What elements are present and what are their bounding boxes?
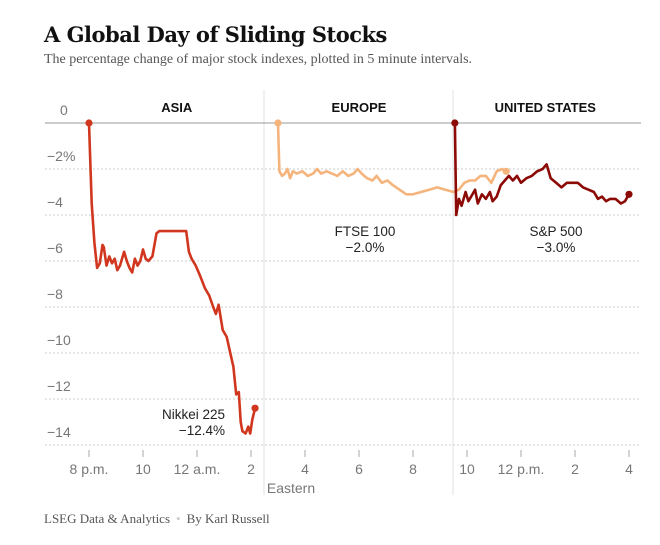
- series-end-dot: [251, 404, 259, 412]
- series-end-dot: [502, 167, 510, 175]
- chart-title: A Global Day of Sliding Stocks: [44, 22, 387, 47]
- series-start-dot: [274, 119, 282, 127]
- y-tick-label: −6: [47, 240, 63, 256]
- series-start-dot: [451, 119, 459, 127]
- chart-subtitle: The percentage change of major stock ind…: [44, 52, 473, 67]
- y-tick-label: −4: [47, 194, 63, 210]
- x-tick-label: 12 p.m.: [498, 461, 545, 477]
- series-final-value: −12.4%: [179, 423, 225, 438]
- x-tick-label: 2: [571, 461, 579, 477]
- x-axis-label: Eastern: [267, 480, 315, 496]
- series-end-dot: [625, 190, 633, 198]
- y-tick-label: −2%: [47, 148, 75, 164]
- series-line-s-p-500: [453, 122, 631, 217]
- series-start-dot: [85, 119, 93, 127]
- region-label: UNITED STATES: [495, 100, 597, 115]
- source-credit: LSEG Data & Analytics: [44, 511, 171, 526]
- series-line-ftse-100: [276, 122, 507, 196]
- series-final-value: −2.0%: [346, 240, 385, 255]
- footer: LSEG Data & Analytics • By Karl Russell: [44, 511, 270, 527]
- x-tick-label: 12 a.m.: [174, 461, 221, 477]
- x-tick-label: 10: [459, 461, 475, 477]
- region-label: EUROPE: [332, 100, 387, 115]
- x-tick-label: 8: [409, 461, 417, 477]
- x-tick-label: 8 p.m.: [70, 461, 109, 477]
- x-tick-label: 4: [301, 461, 309, 477]
- x-tick-label: 10: [135, 461, 151, 477]
- series-line-nikkei-225: [87, 122, 257, 435]
- y-tick-label: −12: [47, 378, 71, 394]
- x-tick-label: 2: [247, 461, 255, 477]
- y-tick-label: −10: [47, 332, 71, 348]
- x-tick-label: 6: [355, 461, 363, 477]
- series-label: S&P 500: [529, 224, 582, 239]
- y-tick-label: −14: [47, 424, 71, 440]
- series-final-value: −3.0%: [537, 240, 576, 255]
- x-tick-label: 4: [625, 461, 633, 477]
- series-label: Nikkei 225: [162, 407, 225, 422]
- y-tick-label: −8: [47, 286, 63, 302]
- region-label: ASIA: [161, 100, 193, 115]
- byline: By Karl Russell: [186, 511, 270, 526]
- series-label: FTSE 100: [335, 224, 396, 239]
- y-tick-label: 0: [60, 102, 68, 118]
- separator-dot: •: [176, 511, 181, 526]
